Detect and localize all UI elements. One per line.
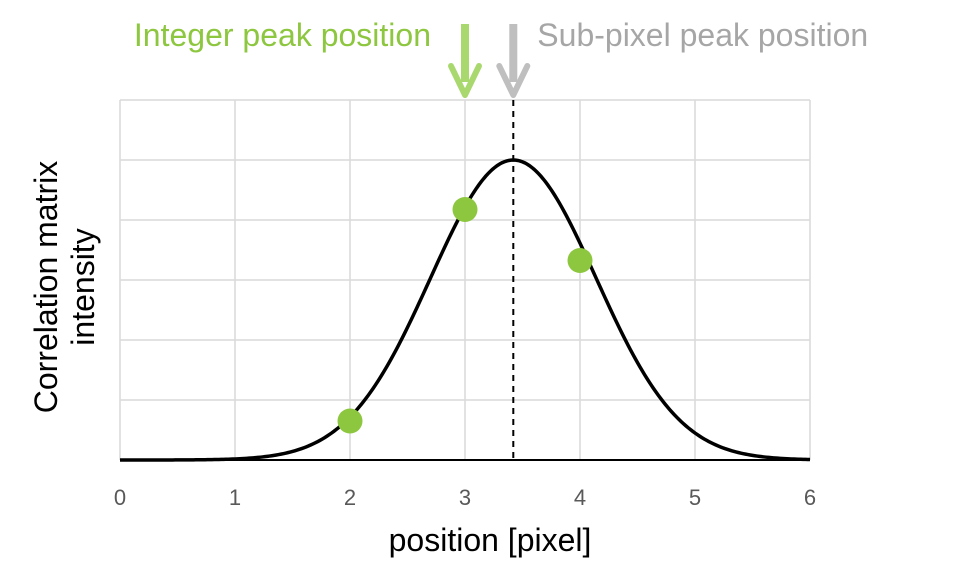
subpixel-peak-label: Sub-pixel peak position	[537, 17, 868, 53]
arrow-head	[448, 63, 482, 98]
x-axis-title: position [pixel]	[389, 522, 592, 558]
integer-sample-point	[567, 248, 593, 273]
x-tick-label: 4	[574, 485, 586, 510]
x-tick-label: 1	[229, 485, 241, 510]
chart-grid	[119, 99, 811, 461]
x-tick-labels: 0 1 2 3 4 5 6	[114, 485, 816, 510]
arrow-head	[496, 63, 531, 98]
x-tick-label: 5	[689, 485, 701, 510]
x-tick-label: 6	[804, 485, 816, 510]
data-points	[337, 197, 593, 434]
y-axis-title: Correlation matrixintensity	[28, 161, 101, 414]
x-tick-label: 3	[459, 485, 471, 510]
annotations: Integer peak position Sub-pixel peak posi…	[134, 17, 868, 98]
integer-peak-label: Integer peak position	[134, 17, 431, 53]
x-tick-label: 2	[344, 485, 356, 510]
x-tick-label: 0	[114, 485, 126, 510]
integer-sample-point	[452, 197, 478, 222]
integer-sample-point	[337, 408, 363, 434]
integer-peak-arrow	[448, 24, 482, 98]
subpixel-peak-arrow	[496, 24, 531, 98]
